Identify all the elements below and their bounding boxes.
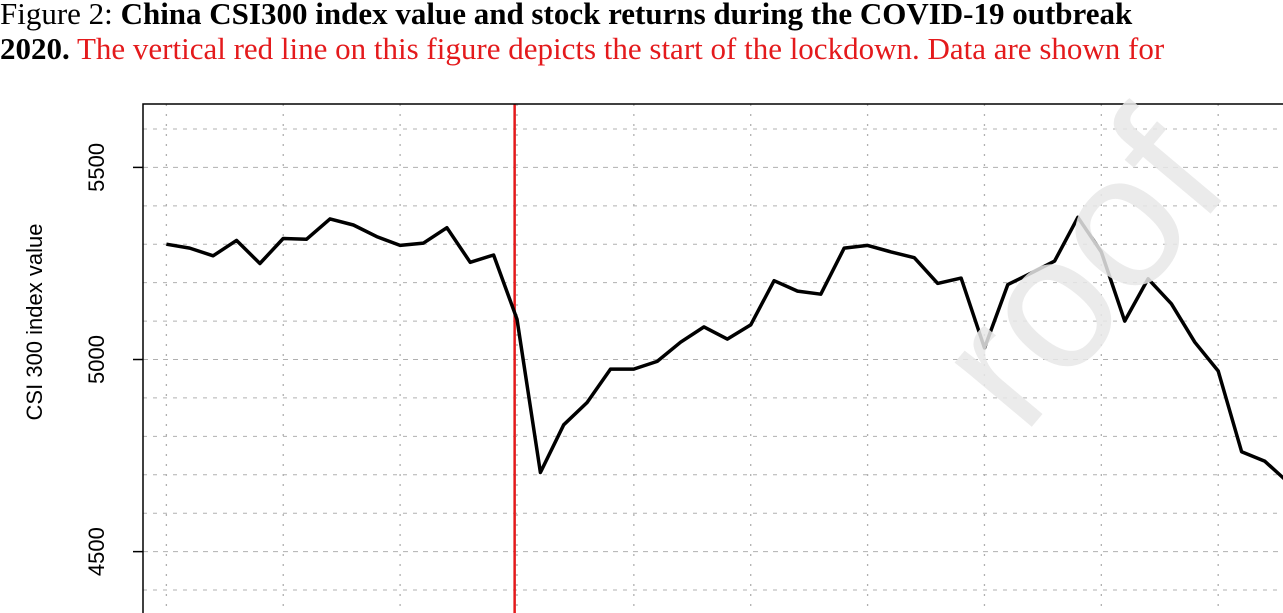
- grid: [143, 104, 1283, 613]
- series: [166, 215, 1283, 481]
- caption-figure-label: Figure 2:: [0, 0, 121, 31]
- caption-year: 2020.: [0, 31, 70, 66]
- y-axis-label: CSI 300 index value: [22, 224, 47, 421]
- series-line: [166, 215, 1283, 481]
- caption-title: China CSI300 index value and stock retur…: [120, 0, 1133, 31]
- y-axis: 4500 5000 5500: [84, 143, 143, 576]
- caption-line-1: Figure 2: China CSI300 index value and s…: [0, 0, 1283, 31]
- y-tick-label: 5500: [84, 143, 109, 192]
- caption-description: The vertical red line on this figure dep…: [69, 31, 1165, 66]
- figure-caption: Figure 2: China CSI300 index value and s…: [0, 0, 1283, 66]
- y-tick-label: 5000: [84, 335, 109, 384]
- y-tick-label: 4500: [84, 527, 109, 576]
- plot-frame: [142, 103, 1283, 613]
- caption-line-2: 2020. The vertical red line on this figu…: [0, 31, 1283, 66]
